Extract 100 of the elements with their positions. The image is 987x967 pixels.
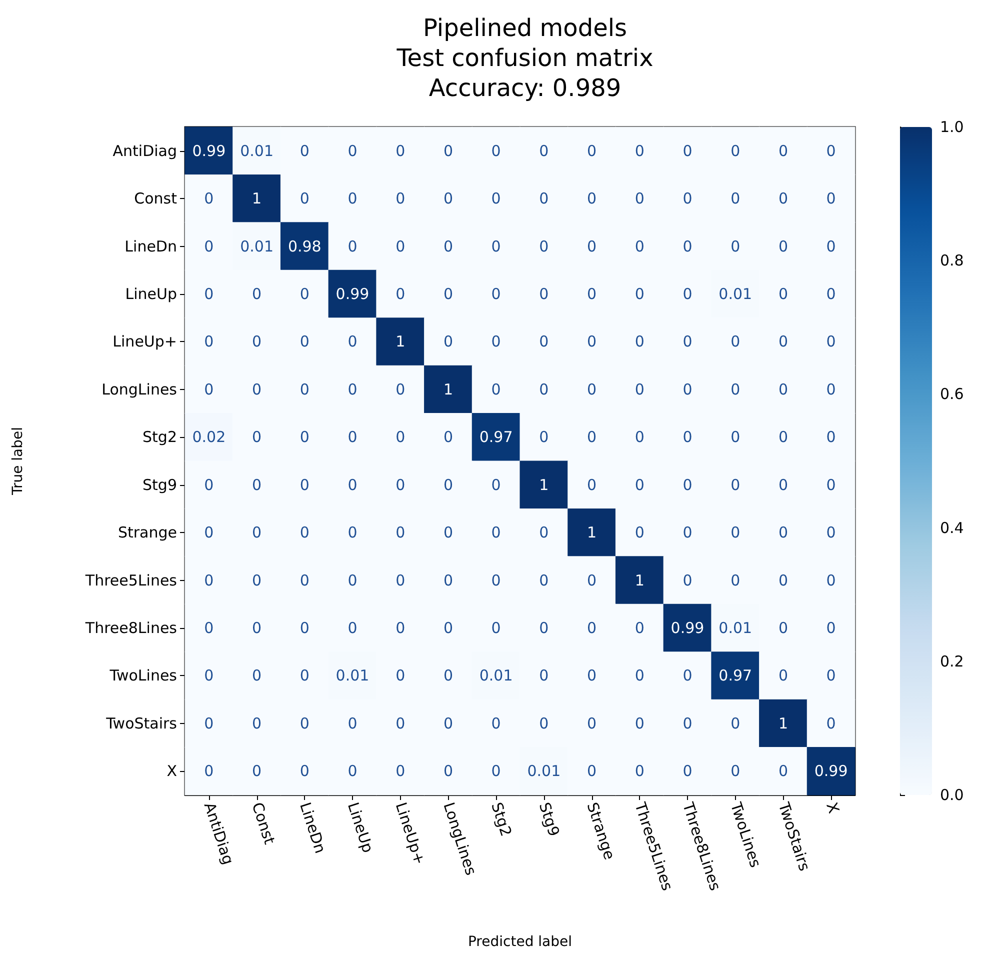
data-label: 0	[348, 476, 358, 494]
color-bar-label: 0.2	[940, 652, 964, 670]
y-tick-label: Three5Lines	[84, 571, 178, 590]
data-label: 0	[491, 237, 501, 256]
data-label: 0	[252, 285, 262, 303]
data-label: 0	[204, 571, 214, 590]
data-label: 0	[587, 619, 597, 637]
data-label: 0	[778, 285, 788, 303]
y-tick-label: Stg2	[142, 428, 177, 446]
data-label: 0	[491, 190, 501, 208]
data-label: 0.99	[336, 285, 370, 303]
data-label: 0	[730, 476, 740, 494]
data-label: 0	[826, 524, 836, 542]
data-label: 1	[443, 380, 453, 398]
data-label: 0	[826, 714, 836, 732]
data-label: 0	[587, 237, 597, 256]
data-label: 0	[730, 428, 740, 446]
data-label: 0	[348, 428, 358, 446]
data-label: 0	[396, 428, 406, 446]
data-label: 0	[730, 380, 740, 398]
color-bar-label: 0.6	[940, 385, 964, 404]
data-label: 0	[778, 476, 788, 494]
data-label: 0	[539, 190, 549, 208]
data-label: 0	[348, 571, 358, 590]
data-label: 0	[348, 237, 358, 256]
data-label: 0	[778, 380, 788, 398]
x-tick-label: Stg9	[535, 800, 564, 839]
x-axis-title: Predicted label	[468, 934, 572, 950]
data-label: 0	[300, 571, 310, 590]
data-label: 0	[204, 714, 214, 732]
data-label: 0	[396, 524, 406, 542]
data-label: 0	[587, 142, 597, 160]
data-label: 0	[396, 762, 406, 780]
data-label: 0	[682, 476, 692, 494]
data-label: 0	[730, 237, 740, 256]
data-label: 0	[682, 714, 692, 732]
data-label: 0	[634, 619, 644, 637]
data-label: 1	[539, 476, 549, 494]
data-label: 0	[634, 142, 644, 160]
data-label: 0	[682, 571, 692, 590]
data-label: 0	[634, 714, 644, 732]
y-tick-label: TwoLines	[108, 666, 178, 685]
data-label: 0	[587, 285, 597, 303]
data-label: 0	[826, 619, 836, 637]
data-label: 0	[252, 428, 262, 446]
data-label: 0	[204, 524, 214, 542]
data-label: 0	[252, 476, 262, 494]
data-label: 0	[396, 666, 406, 685]
data-label: 0	[634, 380, 644, 398]
data-label: 0	[826, 428, 836, 446]
data-label: 0	[348, 619, 358, 637]
data-label: 0	[396, 571, 406, 590]
data-label: 0	[491, 762, 501, 780]
data-label: 0	[778, 142, 788, 160]
data-label: 0.01	[240, 142, 274, 160]
data-label: 0	[443, 428, 453, 446]
data-label: 0	[300, 476, 310, 494]
data-label: 0	[539, 380, 549, 398]
data-label: 0	[396, 285, 406, 303]
chart-title: Pipelined models Test confusion matrix Accuracy: 0.989	[396, 14, 654, 102]
data-label: 0	[587, 380, 597, 398]
data-label: 0	[682, 428, 692, 446]
data-label: 0	[778, 237, 788, 256]
data-label: 0	[634, 332, 644, 351]
data-label: 0	[443, 142, 453, 160]
data-label: 0	[587, 332, 597, 351]
data-label: 0	[778, 666, 788, 685]
data-label: 0	[252, 714, 262, 732]
data-label: 0	[587, 428, 597, 446]
data-label: 0.99	[814, 762, 848, 780]
y-axis-title: True label	[10, 426, 26, 496]
data-label: 0	[491, 524, 501, 542]
data-label: 0	[634, 428, 644, 446]
color-bar-label: 1.0	[940, 118, 964, 136]
color-bar-label: 0.0	[940, 786, 964, 804]
data-label: 0	[730, 524, 740, 542]
y-tick-label: Stg9	[142, 476, 177, 494]
data-label: 0	[539, 237, 549, 256]
data-label: 0	[396, 142, 406, 160]
data-label: 0	[539, 571, 549, 590]
data-label: 1	[396, 332, 406, 351]
data-label: 0	[539, 619, 549, 637]
data-label: 0	[778, 524, 788, 542]
data-label: 0	[539, 428, 549, 446]
data-label: 1	[587, 524, 597, 542]
data-label: 0	[300, 714, 310, 732]
data-label: 0	[300, 380, 310, 398]
data-label: 1	[778, 714, 788, 732]
data-label: 0.99	[192, 142, 226, 160]
data-label: 0	[826, 476, 836, 494]
y-tick-label: X	[166, 762, 177, 780]
data-label: 0	[634, 762, 644, 780]
data-label: 0	[778, 332, 788, 351]
data-label: 0	[634, 524, 644, 542]
x-tick-label: LineDn	[296, 800, 330, 856]
data-label: 0	[778, 428, 788, 446]
data-label: 0	[682, 524, 692, 542]
data-label: 0	[682, 190, 692, 208]
data-label: 0	[348, 380, 358, 398]
data-label: 0	[396, 190, 406, 208]
